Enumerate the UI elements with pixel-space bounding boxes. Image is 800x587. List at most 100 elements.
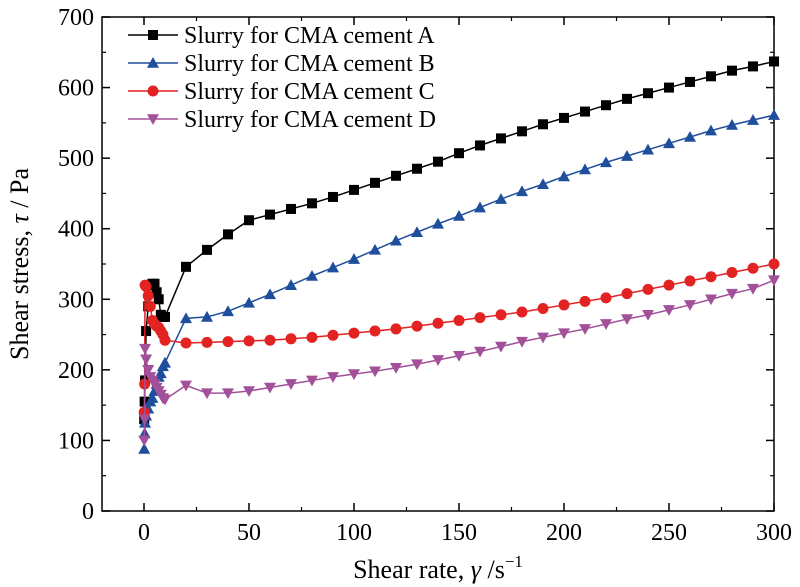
series-2-point (222, 305, 234, 317)
axis-ticks: 0 50 100 150 200 250 300 0 100 200 300 400 500 600 700 (58, 5, 792, 546)
series-3-point (516, 306, 528, 318)
series-2-point (146, 392, 159, 403)
series-3-point (663, 279, 675, 291)
y-tick-label: 0 (82, 499, 94, 525)
series-3-point (348, 327, 360, 339)
series-4-point (159, 394, 171, 406)
series-1 (139, 56, 779, 425)
series-1-point (517, 126, 527, 137)
series-1-point (149, 278, 160, 289)
x-tick-label: 100 (336, 520, 372, 546)
legend-label: Slurry for CMA cement D (184, 107, 436, 133)
series-4-point (138, 414, 151, 426)
series-2-point (516, 185, 528, 197)
series-1-point (496, 133, 506, 144)
x-axis-title-exponent: −1 (505, 552, 523, 571)
y-tick-label: 400 (58, 217, 94, 243)
series-4-point (642, 310, 654, 321)
series-4-point (264, 382, 276, 394)
series-1-point (727, 65, 737, 76)
series-1-point (601, 100, 611, 111)
series-4-point (139, 343, 152, 355)
series-2-point (684, 130, 696, 142)
series-4-point (243, 386, 255, 398)
legend-label: Slurry for CMA cement A (184, 23, 435, 49)
series-4-point (768, 275, 780, 287)
series-4-point (390, 362, 402, 374)
legend-marker (148, 30, 158, 40)
series-1-point (433, 156, 443, 167)
series-3-point (642, 283, 654, 295)
series-4-point (201, 388, 213, 400)
series-3-point (705, 271, 717, 283)
series-3-point (600, 292, 612, 304)
series-2-point (138, 442, 151, 454)
series-3 (138, 258, 780, 418)
series-1-point (328, 191, 338, 202)
series-1-point (475, 140, 485, 151)
series-2-point (705, 124, 717, 136)
y-axis-title-unit: / Pa (5, 168, 34, 215)
series-4-point (621, 314, 633, 326)
series-3-point (222, 336, 234, 348)
legend-item-1: Slurry for CMA cement A (128, 23, 435, 49)
series-4-point (684, 300, 696, 311)
series-3-point (495, 309, 507, 321)
series-4-point (726, 288, 738, 300)
series-3-point (558, 299, 570, 311)
y-tick-label: 300 (58, 287, 94, 313)
legend-item-2: Slurry for CMA cement B (128, 51, 435, 77)
series-2-line (143, 114, 775, 449)
legend-item-4: Slurry for CMA cement D (128, 107, 436, 133)
y-tick-label: 500 (58, 146, 94, 172)
series-3-point (369, 325, 381, 337)
series-1-point (706, 71, 716, 82)
series-2 (138, 109, 780, 454)
y-axis-title-prefix: Shear stress, (5, 224, 34, 360)
series-2-point (642, 143, 654, 155)
series-1-point (153, 294, 164, 305)
series-2-point (432, 217, 444, 229)
series-4 (138, 275, 780, 447)
series-1-point (370, 177, 380, 188)
legend-marker (147, 85, 159, 97)
series-3-point (453, 314, 465, 326)
series-2-point (537, 178, 549, 190)
series-3-point (579, 295, 591, 307)
series-2-point (369, 243, 381, 255)
series-4-point (495, 341, 507, 353)
series-2-point (159, 356, 171, 368)
series-2-point (579, 163, 591, 175)
series-1-point (307, 198, 317, 209)
series-layer (138, 56, 780, 454)
series-1-point (643, 88, 653, 99)
series-4-point (138, 435, 151, 447)
series-2-point (306, 269, 318, 281)
series-1-point (286, 203, 296, 214)
series-1-point (181, 261, 191, 272)
series-4-point (140, 354, 153, 366)
series-1-point (202, 244, 212, 255)
series-1-point (769, 56, 779, 67)
series-2-point (243, 296, 255, 308)
x-tick-label: 200 (546, 520, 582, 546)
series-2-point (390, 234, 402, 246)
x-tick-label: 0 (138, 520, 150, 546)
series-3-point (726, 266, 738, 278)
series-4-point (600, 319, 612, 330)
series-1-point (160, 311, 170, 322)
series-4-point (142, 365, 155, 376)
series-1-point (412, 163, 422, 174)
series-4-point (453, 350, 465, 362)
series-4-point (558, 328, 570, 340)
series-4-point (537, 332, 549, 344)
series-1-point (538, 119, 548, 130)
series-3-point (140, 281, 152, 293)
series-1-point (141, 326, 152, 337)
series-2-point (621, 150, 633, 161)
series-4-point (411, 359, 423, 371)
series-2-point (411, 226, 423, 238)
series-2-point (327, 261, 339, 273)
series-3-point (411, 320, 423, 332)
